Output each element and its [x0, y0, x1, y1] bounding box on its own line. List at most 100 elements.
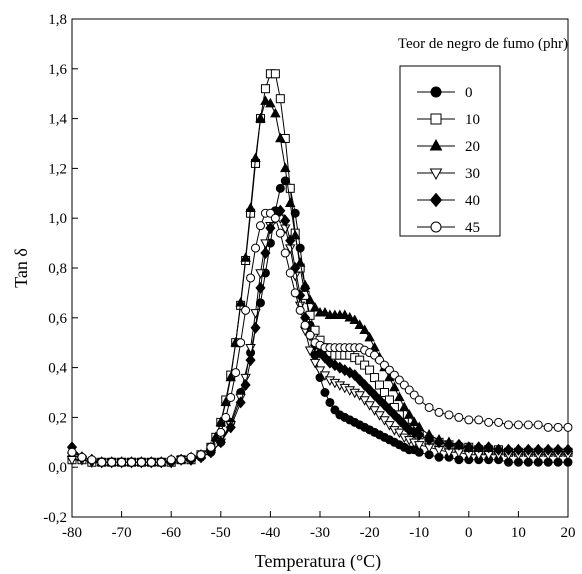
data-point-45 — [454, 412, 464, 422]
data-point-0 — [255, 298, 265, 308]
legend-label: 10 — [465, 112, 480, 128]
data-point-20 — [408, 416, 420, 427]
data-point-40 — [523, 443, 534, 456]
x-tick-label: 20 — [561, 525, 576, 541]
data-point-45 — [166, 455, 176, 465]
data-point-20 — [260, 95, 271, 105]
data-point-20 — [349, 314, 360, 324]
data-point-45 — [236, 338, 246, 348]
y-axis-label: Tan δ — [11, 248, 31, 288]
data-point-40 — [280, 214, 291, 227]
data-point-10 — [270, 69, 280, 79]
data-point-40 — [255, 281, 266, 294]
data-point-20 — [284, 197, 296, 207]
x-tick-label: -70 — [112, 525, 132, 541]
data-point-45 — [494, 417, 504, 427]
legend-entry-40: 40 — [417, 192, 480, 209]
data-point-10 — [260, 84, 270, 94]
data-point-30 — [304, 346, 316, 357]
data-point-30 — [319, 371, 331, 381]
data-point-40 — [543, 443, 554, 456]
y-tick-label: 0,8 — [48, 261, 67, 277]
data-point-45 — [295, 305, 305, 315]
data-point-20 — [280, 162, 291, 173]
data-point-20 — [304, 294, 316, 305]
data-point-30 — [379, 416, 390, 426]
data-point-30 — [314, 366, 326, 376]
legend-marker — [429, 138, 443, 151]
data-point-20 — [275, 132, 286, 143]
data-point-45 — [285, 268, 295, 278]
x-tick-label: -60 — [161, 525, 181, 541]
x-tick-label: -10 — [409, 525, 429, 541]
data-point-20 — [240, 252, 251, 262]
data-point-45 — [156, 457, 166, 467]
data-point-45 — [186, 452, 196, 462]
data-point-20 — [309, 302, 321, 312]
data-point-20 — [250, 152, 261, 163]
data-point-45 — [241, 305, 251, 315]
data-point-0 — [325, 397, 335, 407]
data-point-20 — [339, 309, 351, 320]
data-point-40 — [240, 379, 251, 392]
data-point-40 — [443, 438, 455, 451]
series-45 — [67, 208, 573, 467]
data-point-40 — [250, 321, 261, 334]
data-point-10 — [365, 365, 375, 375]
data-point-20 — [364, 331, 375, 342]
y-tick-label: 1,0 — [48, 211, 67, 227]
y-tick-label: 0,4 — [48, 361, 67, 377]
data-point-45 — [305, 330, 315, 340]
legend-marker — [430, 221, 442, 233]
data-point-20 — [399, 401, 410, 412]
data-point-20 — [404, 409, 415, 419]
data-point-20 — [389, 381, 400, 392]
data-point-45 — [563, 422, 573, 432]
data-point-20 — [255, 112, 266, 123]
y-tick-label: -0,2 — [43, 510, 67, 526]
legend-marker — [430, 86, 442, 98]
legend-label: 40 — [465, 193, 480, 209]
data-point-30 — [359, 396, 370, 406]
data-point-0 — [280, 176, 290, 186]
data-point-40 — [473, 441, 484, 454]
legend-label: 45 — [465, 220, 480, 236]
legend-marker — [429, 168, 443, 181]
legend-label: 30 — [465, 166, 480, 182]
data-point-40 — [414, 428, 425, 441]
data-point-40 — [453, 438, 464, 451]
data-point-10 — [360, 360, 370, 370]
data-point-45 — [176, 455, 186, 465]
data-point-40 — [265, 222, 276, 235]
data-point-45 — [146, 457, 156, 467]
data-point-40 — [399, 418, 410, 431]
legend-label: 0 — [465, 85, 473, 101]
legend-entry-30: 30 — [417, 166, 480, 182]
data-point-20 — [294, 257, 306, 267]
data-point-40 — [329, 359, 340, 372]
data-point-10 — [379, 388, 389, 397]
data-point-45 — [251, 243, 261, 253]
data-point-45 — [127, 457, 137, 467]
data-point-45 — [424, 402, 434, 412]
legend-entry-45: 45 — [417, 220, 480, 236]
data-point-45 — [275, 228, 285, 238]
y-tick-label: 1,6 — [48, 62, 67, 78]
data-point-45 — [246, 273, 256, 283]
data-point-45 — [216, 427, 226, 437]
y-tick-label: 1,8 — [48, 12, 67, 28]
data-point-20 — [299, 279, 311, 290]
legend-title: Teor de negro de fumo (phr) — [398, 36, 568, 52]
data-point-40 — [235, 396, 246, 409]
data-point-20 — [220, 396, 232, 407]
data-point-45 — [206, 442, 216, 452]
x-tick-label: -80 — [62, 525, 82, 541]
data-point-20 — [215, 416, 227, 427]
legend-entry-10: 10 — [417, 112, 480, 128]
data-point-45 — [444, 410, 454, 420]
legend-entry-20: 20 — [417, 138, 480, 155]
legend-entry-0: 0 — [417, 85, 473, 101]
x-tick-label: -50 — [211, 525, 231, 541]
data-point-40 — [424, 433, 435, 446]
data-point-20 — [289, 229, 301, 240]
